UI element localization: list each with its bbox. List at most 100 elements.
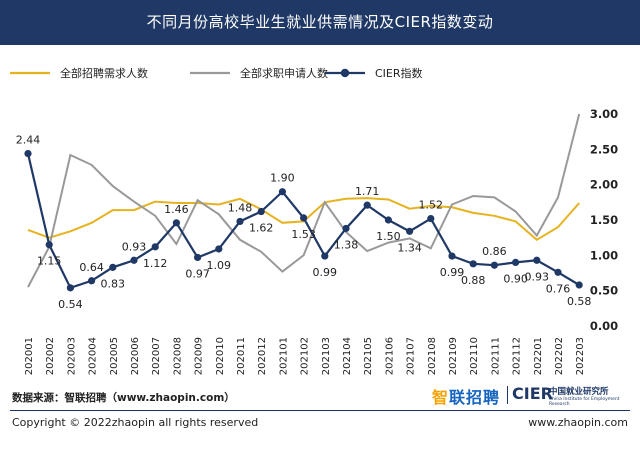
- x-tick-label: 202109: [448, 337, 459, 375]
- cier-data-label: 0.58: [567, 295, 592, 308]
- cier-point: [109, 263, 117, 271]
- cier-data-label: 1.34: [397, 241, 422, 254]
- x-tick-label: 202007: [151, 337, 162, 375]
- cier-data-label: 0.76: [546, 282, 571, 295]
- x-tick-label: 202202: [554, 337, 565, 375]
- x-tick-label: 202203: [575, 337, 586, 375]
- line-chart: 全部招聘需求人数 全部求职申请人数 CIER指数 2.44 1.15 0.54 0.64 0…: [10, 66, 618, 375]
- cier-data-label: 1.52: [419, 199, 444, 212]
- x-tick-label: 202102: [300, 337, 311, 375]
- data-source-text: 智联招聘（www.zhaopin.com）: [64, 392, 235, 404]
- y-tick-label: 1.00: [590, 248, 618, 262]
- x-tick-label: 202003: [66, 337, 77, 375]
- cier-point: [321, 252, 329, 260]
- cier-logo: CIER: [512, 384, 553, 403]
- y-tick-label: 1.50: [590, 213, 618, 227]
- x-tick-label: 202103: [321, 337, 332, 375]
- legend-label: CIER指数: [375, 66, 423, 80]
- legend-marker: [340, 68, 350, 78]
- cier-point: [490, 261, 498, 269]
- x-tick-label: 202112: [512, 337, 523, 375]
- cier-point: [469, 260, 477, 268]
- x-tick-label: 202011: [236, 337, 247, 375]
- cier-point: [406, 227, 414, 235]
- cier-data-label: 0.86: [482, 245, 507, 258]
- cier-data-label: 1.46: [164, 203, 189, 216]
- zhilian-logo-rest: 联招聘: [449, 388, 501, 407]
- cier-point: [236, 217, 244, 226]
- cier-point: [45, 241, 53, 249]
- legend-label: 全部求职申请人数: [240, 66, 328, 80]
- x-tick-label: 202010: [215, 337, 226, 375]
- x-tick-label: 202008: [172, 337, 183, 375]
- cier-point: [151, 243, 159, 251]
- cier-point: [194, 253, 202, 262]
- cier-point: [554, 268, 562, 276]
- cier-logo-cn: 中国就业研究所: [549, 387, 609, 397]
- x-tick-label: 202004: [88, 337, 99, 375]
- x-tick-label: 202101: [278, 337, 289, 375]
- logo-divider: [507, 386, 508, 404]
- cier-data-label: 0.88: [461, 274, 486, 287]
- legend-item-2: 全部求职申请人数: [190, 66, 328, 80]
- cier-data-label: 0.93: [525, 270, 550, 283]
- y-tick-label: 3.00: [590, 107, 618, 121]
- cier-point: [88, 277, 96, 285]
- x-tick-label: 202108: [427, 337, 438, 375]
- x-tick-label: 202107: [406, 337, 417, 375]
- copyright: Copyright © 2022zhaopin all rights reser…: [12, 416, 259, 429]
- y-tick-label: 2.50: [590, 142, 618, 156]
- cier-data-label: 1.12: [143, 257, 168, 270]
- y-tick-label: 0.50: [590, 284, 618, 298]
- cier-data-label: 0.90: [503, 272, 528, 285]
- footer-divider: [10, 410, 630, 411]
- cier-data-label: 0.99: [440, 266, 465, 279]
- chart-title: 不同月份高校毕业生就业供需情况及CIER指数变动: [146, 13, 494, 31]
- x-tick-label: 202111: [490, 337, 501, 375]
- x-tick-label: 202104: [342, 337, 353, 375]
- x-tick-label: 202002: [45, 337, 56, 375]
- cier-data-label: 1.09: [207, 259, 232, 272]
- cier-point: [278, 188, 286, 196]
- cier-point: [533, 256, 541, 264]
- cier-logo-en: China Institute for Employment Research: [549, 397, 620, 407]
- cier-point: [427, 214, 435, 223]
- zhilian-logo-first: 智: [432, 388, 450, 407]
- cier-point: [66, 284, 74, 292]
- cier-data-label: 0.97: [185, 267, 210, 280]
- data-source-label: 数据来源：: [12, 392, 65, 404]
- cier-point: [342, 224, 350, 233]
- website-link[interactable]: www.zhaopin.com: [528, 416, 628, 429]
- x-tick-label: 202106: [384, 337, 395, 375]
- data-source: 数据来源：智联招聘（www.zhaopin.com）: [12, 390, 235, 405]
- legend: 全部招聘需求人数 全部求职申请人数 CIER指数: [10, 66, 423, 80]
- cier-data-label: 1.48: [228, 201, 253, 214]
- series-line-seekers: [27, 113, 581, 288]
- cier-point: [130, 256, 138, 264]
- cier-point: [384, 216, 392, 224]
- cier-data-label: 0.93: [122, 240, 147, 253]
- cier-data-label: 1.50: [376, 230, 401, 243]
- cier-data-label: 1.90: [270, 172, 295, 185]
- legend-item-3: CIER指数: [325, 66, 423, 80]
- cier-data-label: 2.44: [16, 134, 41, 147]
- legend-label: 全部招聘需求人数: [60, 66, 148, 80]
- cier-data-label: 1.15: [37, 255, 62, 268]
- y-tick-label: 2.00: [590, 178, 618, 192]
- legend-item-1: 全部招聘需求人数: [10, 66, 148, 80]
- x-tick-label: 202005: [109, 337, 120, 375]
- cier-point: [257, 207, 265, 216]
- cier-data-label: 0.83: [101, 277, 126, 290]
- cier-point: [215, 245, 223, 253]
- x-tick-label: 202006: [130, 337, 141, 375]
- title-bar: 不同月份高校毕业生就业供需情况及CIER指数变动: [0, 0, 640, 45]
- zhilian-logo: 智联招聘: [432, 384, 500, 408]
- cier-point: [24, 149, 32, 158]
- y-tick-label: 0.00: [590, 319, 618, 333]
- cier-point: [300, 214, 308, 222]
- cier-data-label: 1.62: [249, 222, 274, 235]
- cier-point: [448, 252, 456, 260]
- cier-data-label: 0.64: [79, 261, 104, 274]
- cier-point: [363, 201, 371, 209]
- x-tick-label: 202105: [363, 337, 374, 375]
